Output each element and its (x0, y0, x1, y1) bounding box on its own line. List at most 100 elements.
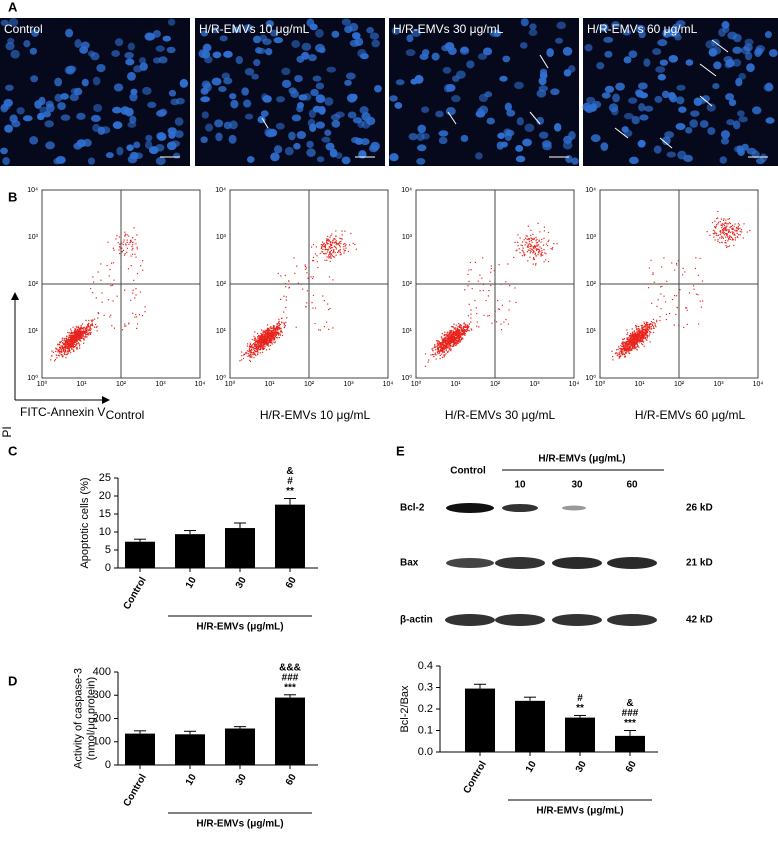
event (119, 243, 121, 245)
event (623, 350, 625, 352)
event (717, 239, 719, 241)
event (101, 301, 103, 303)
event (85, 334, 87, 336)
nucleus (676, 84, 686, 91)
event (625, 346, 627, 348)
event (74, 330, 77, 332)
nucleus (603, 36, 614, 43)
event (74, 340, 77, 343)
event (541, 238, 543, 241)
event (732, 239, 734, 241)
event (62, 346, 64, 349)
nucleus (324, 97, 334, 106)
event (58, 349, 60, 351)
event (260, 348, 262, 350)
event (612, 359, 614, 361)
event (61, 337, 63, 340)
event (732, 228, 734, 230)
event (640, 331, 642, 334)
event (71, 343, 74, 345)
event (553, 242, 555, 245)
event (693, 288, 695, 290)
event (648, 335, 650, 337)
event (257, 335, 259, 338)
nucleus (406, 34, 414, 43)
nucleus (232, 26, 241, 33)
event (531, 241, 533, 243)
event (638, 337, 640, 339)
event (262, 347, 264, 350)
event (283, 311, 285, 313)
event (464, 325, 466, 327)
event (274, 333, 276, 335)
event (627, 346, 629, 348)
nucleus (296, 102, 305, 109)
event (648, 331, 651, 333)
nucleus (765, 82, 773, 92)
event (628, 340, 630, 343)
event (643, 334, 645, 336)
event (538, 251, 540, 253)
event (736, 227, 738, 230)
event (444, 340, 446, 342)
event (464, 326, 466, 328)
event (285, 296, 287, 298)
event (644, 331, 646, 333)
event (329, 236, 331, 238)
event (455, 328, 457, 330)
event (545, 243, 548, 245)
nucleus (158, 56, 168, 64)
nucleus (724, 62, 732, 69)
nucleus (416, 157, 426, 165)
nucleus (565, 155, 573, 163)
event (726, 223, 728, 225)
event (621, 348, 623, 350)
event (304, 264, 306, 266)
event (255, 354, 257, 357)
event (124, 233, 127, 235)
event (547, 260, 550, 263)
event (648, 325, 650, 327)
event (144, 306, 146, 308)
event (89, 326, 91, 329)
event (446, 334, 448, 336)
event (449, 335, 452, 337)
event (271, 333, 274, 335)
event (436, 345, 438, 348)
event (63, 344, 65, 346)
event (482, 289, 484, 292)
event (464, 330, 467, 332)
nucleus (70, 88, 79, 95)
event (249, 359, 251, 361)
event (72, 341, 75, 343)
event (117, 242, 119, 244)
event (284, 325, 286, 327)
event (111, 284, 114, 286)
event (618, 346, 620, 348)
event (619, 347, 621, 349)
event (335, 248, 338, 250)
event (739, 227, 741, 229)
event (728, 230, 730, 232)
event (125, 244, 127, 246)
event (435, 354, 437, 356)
event (323, 242, 325, 244)
nucleus (307, 118, 316, 128)
event (640, 340, 642, 342)
y-axis-title: (nmol/μg protein) (85, 677, 97, 760)
event (538, 252, 540, 254)
event (253, 357, 255, 359)
event (88, 334, 90, 336)
event (113, 327, 116, 329)
event (470, 317, 472, 319)
nucleus (265, 129, 275, 138)
event (539, 246, 541, 248)
event (90, 331, 92, 334)
event (458, 333, 460, 336)
event (625, 341, 628, 343)
event (629, 339, 631, 341)
nucleus (334, 111, 345, 118)
event (447, 343, 449, 346)
event (722, 231, 724, 233)
